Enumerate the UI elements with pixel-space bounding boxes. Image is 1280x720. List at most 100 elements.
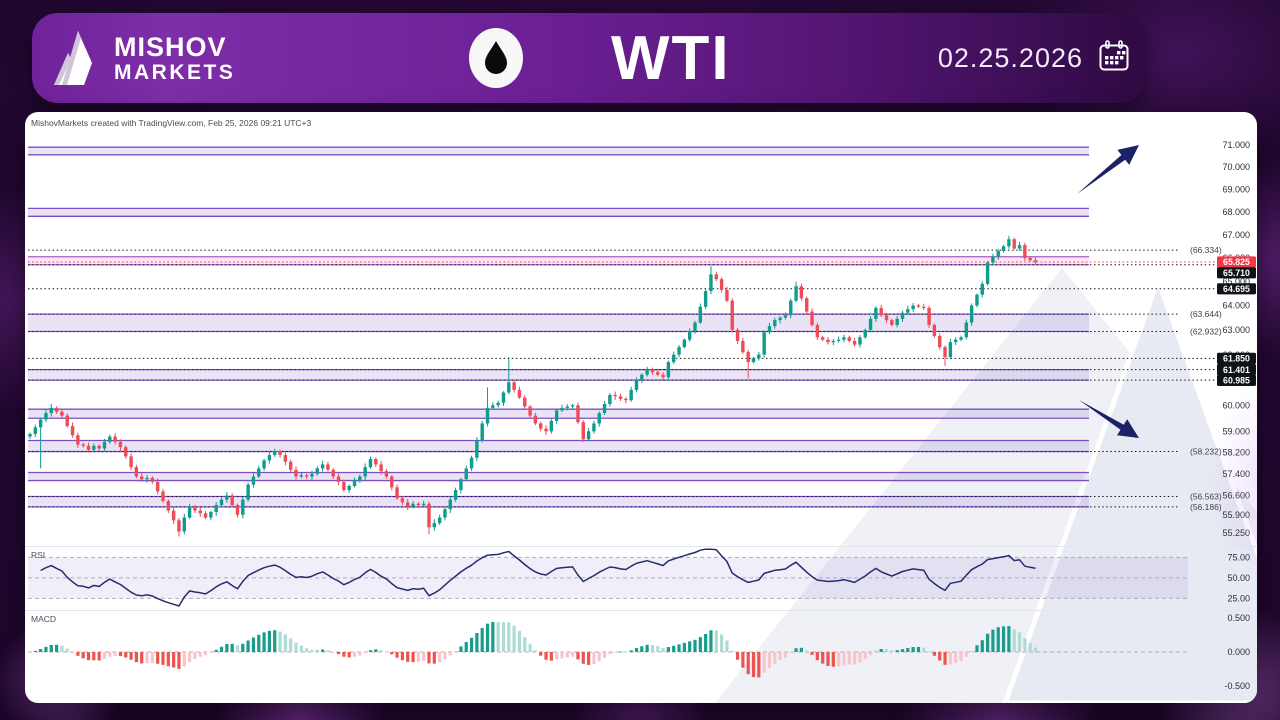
up-trend-arrow [1077,145,1139,194]
candle [214,505,218,512]
macd-bar [70,652,75,653]
macd-bar [49,644,53,652]
candle [533,415,538,424]
macd-bar [283,634,287,652]
macd-bar [363,652,367,654]
candle [608,395,612,405]
candle [900,312,905,319]
macd-bar [959,652,963,662]
candle [836,339,841,341]
candle [906,309,910,313]
zone [28,208,1089,217]
macd-bar [102,652,107,659]
macd-bar [624,651,628,653]
candle [443,509,447,518]
candle [922,306,926,308]
macd-bar [666,647,670,652]
macd-bar [390,652,394,655]
macd-bar [730,650,734,652]
macd-bar [416,652,420,662]
macd-bar [555,652,559,660]
macd-bar [315,649,319,652]
macd-bar [948,652,952,665]
candle [358,476,362,481]
rsi-axis-tick: 25.00 [1227,594,1250,604]
candle [831,340,836,343]
macd-bar [145,652,149,664]
zone [28,409,1089,419]
candle [209,511,213,518]
candle [1007,239,1011,247]
candle [411,503,415,507]
macd-bar [911,647,915,652]
candle [581,422,585,440]
candle [49,407,53,414]
macd-bar [645,644,649,652]
price-axis-tick: 55.900 [1222,510,1250,520]
candle [597,413,601,424]
level-annotation: (63.644) [1190,309,1222,319]
macd-bar [720,634,724,652]
brand-name-line1: MISHOV [114,31,227,62]
candle [65,415,69,427]
macd-bar [916,647,921,652]
macd-bar [805,650,809,652]
macd-bar [853,652,857,665]
macd-bar [943,652,947,665]
candle [390,476,394,488]
macd-bar [821,652,825,664]
macd-bar [235,645,240,652]
candle [273,451,277,456]
candle [427,503,431,528]
macd-bar [789,652,793,654]
macd-bar [86,652,91,661]
macd-bar [156,652,160,664]
macd-bar [491,621,495,652]
price-axis-tick: 55.250 [1222,528,1250,538]
macd-bar [560,652,564,659]
chart-card: RSI MACD (66.334) (63.644) (62.932) (58.232)(… [25,112,1257,703]
brand-name-line2: MARKETS [114,60,236,84]
macd-bar [879,648,883,652]
macd-bar [278,631,282,652]
macd-bar [395,652,399,658]
macd-bar [172,652,176,668]
macd-bar [464,641,468,652]
symbol-title: WTI [611,23,731,93]
level-lines [28,249,1216,508]
candle [246,484,250,500]
svg-text:61.850: 61.850 [1223,354,1250,364]
candle [916,305,921,307]
zone [28,496,1089,507]
candle [140,476,144,480]
macd-bar [501,622,506,652]
macd-bar [842,652,846,666]
candle [847,337,851,341]
candle [672,354,676,363]
candle [1017,245,1022,249]
candle [86,445,91,450]
candle [225,495,229,500]
candle [789,300,793,316]
candle [741,340,745,353]
candle [959,337,963,340]
macd-bar [528,643,532,652]
candle [288,461,293,470]
candle [294,469,298,477]
macd-bar [214,649,218,652]
candle [969,305,974,323]
attribution-text: MishovMarkets created with TradingView.c… [31,118,312,128]
candle [629,389,633,401]
candle [336,476,341,482]
level-annotation: (66.334) [1190,245,1222,255]
candle [517,389,522,398]
candle [113,436,117,442]
macd-bar [411,652,415,663]
macd-bar [310,649,314,652]
candle [863,329,867,338]
macd-bar [124,652,128,658]
candle [687,331,692,340]
macd-bar [331,652,335,653]
candle [262,460,266,469]
macd-bar [661,648,665,652]
